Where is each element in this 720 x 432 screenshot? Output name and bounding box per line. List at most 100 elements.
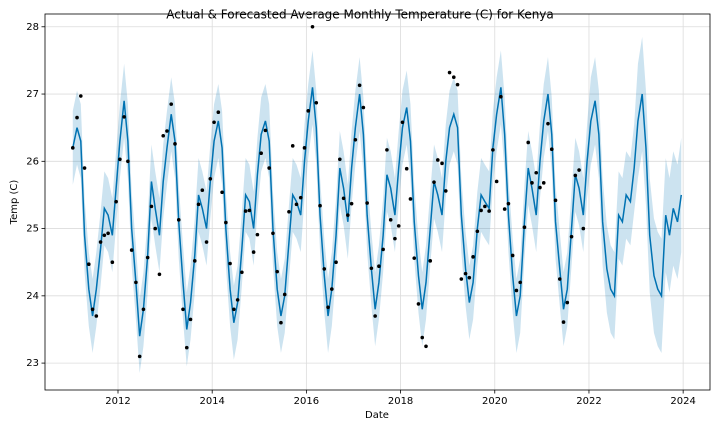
actual-point xyxy=(200,188,205,193)
y-tick-label: 25 xyxy=(26,224,39,235)
actual-point xyxy=(428,259,433,263)
actual-point xyxy=(318,203,322,208)
actual-point xyxy=(467,275,472,280)
actual-point xyxy=(581,226,586,231)
y-tick-label: 28 xyxy=(26,22,39,33)
actual-point xyxy=(393,236,397,241)
actual-point xyxy=(294,202,299,207)
actual-point xyxy=(279,320,283,325)
actual-point xyxy=(122,115,126,119)
actual-point xyxy=(314,100,319,105)
actual-point xyxy=(353,137,358,142)
actual-point xyxy=(408,197,413,201)
actual-point xyxy=(400,120,405,125)
actual-point xyxy=(243,209,248,213)
actual-point xyxy=(86,262,91,267)
actual-point xyxy=(181,307,185,312)
y-axis-label: Temp (C) xyxy=(9,180,20,226)
actual-point xyxy=(184,345,189,350)
actual-point xyxy=(549,147,554,151)
actual-point xyxy=(526,140,531,145)
actual-point xyxy=(275,269,279,274)
actual-point xyxy=(424,344,428,349)
actual-point xyxy=(145,255,150,260)
actual-point xyxy=(267,166,271,170)
x-tick-label: 2022 xyxy=(576,396,601,407)
actual-point xyxy=(282,292,287,297)
actual-point xyxy=(534,170,539,175)
actual-point xyxy=(255,232,260,237)
actual-point xyxy=(129,248,134,252)
actual-point xyxy=(341,196,346,201)
actual-point xyxy=(290,144,295,148)
actual-point xyxy=(404,166,409,171)
actual-point xyxy=(192,259,197,263)
actual-point xyxy=(459,277,464,281)
actual-point xyxy=(334,260,338,265)
actual-point xyxy=(188,317,193,322)
actual-point xyxy=(487,209,491,213)
actual-point xyxy=(157,272,162,277)
actual-point xyxy=(259,151,263,156)
actual-point xyxy=(455,82,460,87)
actual-point xyxy=(502,207,507,211)
actual-point xyxy=(377,264,381,269)
y-tick-label: 23 xyxy=(26,358,39,369)
actual-point xyxy=(396,224,401,228)
uncertainty-band xyxy=(72,36,682,374)
actual-point xyxy=(322,267,327,271)
actual-point xyxy=(235,298,240,302)
actual-point xyxy=(232,307,236,312)
actual-point xyxy=(451,75,456,80)
actual-point xyxy=(306,109,311,113)
actual-point xyxy=(338,157,342,162)
actual-point xyxy=(224,220,228,225)
actual-point xyxy=(137,354,142,359)
actual-point xyxy=(432,180,436,184)
actual-point xyxy=(357,83,362,88)
actual-point xyxy=(98,240,103,244)
actual-point xyxy=(94,314,99,318)
actual-point xyxy=(463,271,468,276)
actual-point xyxy=(546,121,550,126)
x-tick-label: 2016 xyxy=(294,396,319,407)
actual-point xyxy=(365,201,369,205)
actual-point xyxy=(78,94,83,98)
actual-point xyxy=(216,110,221,115)
actual-point xyxy=(412,256,417,260)
actual-point xyxy=(522,225,527,230)
actual-point xyxy=(506,201,511,206)
actual-point xyxy=(169,102,174,106)
actual-point xyxy=(106,231,110,236)
actual-point xyxy=(134,280,138,285)
actual-point xyxy=(573,173,578,178)
actual-point xyxy=(494,179,499,184)
y-tick-label: 27 xyxy=(26,89,39,100)
x-tick-label: 2014 xyxy=(199,396,224,407)
actual-point xyxy=(90,307,95,312)
y-tick-label: 24 xyxy=(26,291,39,302)
actual-point xyxy=(349,201,354,206)
chart-title: Actual & Forecasted Average Monthly Temp… xyxy=(166,8,554,22)
actual-point xyxy=(126,159,130,164)
actual-point xyxy=(247,208,252,213)
actual-point xyxy=(263,128,268,133)
actual-point xyxy=(388,218,393,222)
actual-point xyxy=(420,335,425,340)
actual-point xyxy=(557,277,562,281)
actual-point xyxy=(361,105,366,110)
actual-point xyxy=(165,129,169,133)
y-tick-label: 26 xyxy=(26,156,39,167)
actual-point xyxy=(499,94,503,99)
forecast-line xyxy=(72,87,683,337)
x-axis-label: Date xyxy=(365,410,389,421)
actual-point xyxy=(416,302,421,306)
actual-point xyxy=(483,204,487,209)
actual-point xyxy=(326,305,330,310)
x-tick-label: 2018 xyxy=(388,396,413,407)
actual-point xyxy=(381,247,385,252)
actual-point xyxy=(110,260,115,265)
actual-point xyxy=(479,208,483,213)
